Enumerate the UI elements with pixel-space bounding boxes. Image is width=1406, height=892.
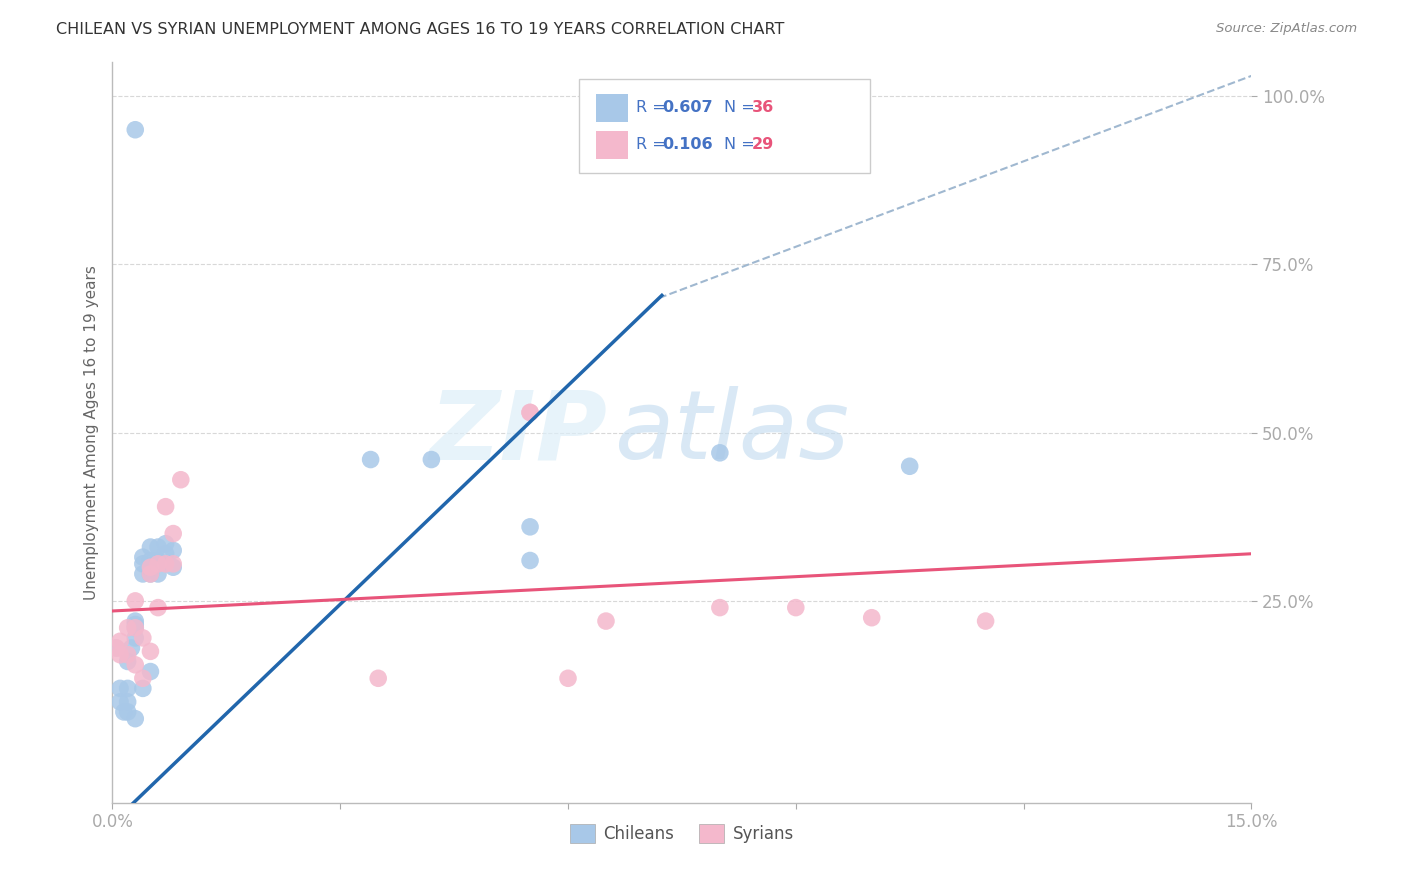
Point	[155, 500, 177, 514]
Point	[108, 634, 131, 648]
Point	[785, 600, 807, 615]
Point	[105, 640, 128, 655]
Point	[898, 459, 921, 474]
Y-axis label: Unemployment Among Ages 16 to 19 years: Unemployment Among Ages 16 to 19 years	[83, 265, 98, 600]
Text: 36: 36	[751, 100, 773, 115]
Point	[108, 695, 131, 709]
Point	[709, 446, 731, 460]
Point	[117, 695, 139, 709]
Point	[124, 122, 146, 136]
Point	[519, 405, 541, 419]
Legend: Chileans, Syrians: Chileans, Syrians	[564, 817, 800, 850]
Point	[124, 712, 146, 726]
Point	[155, 536, 177, 550]
Point	[139, 560, 162, 574]
Point	[132, 566, 155, 581]
Point	[146, 553, 169, 567]
Text: R =: R =	[637, 137, 671, 153]
Bar	[596, 130, 628, 159]
FancyBboxPatch shape	[579, 78, 870, 173]
Point	[132, 681, 155, 696]
Text: ZIP: ZIP	[430, 386, 607, 479]
Point	[139, 566, 162, 581]
Point	[132, 557, 155, 571]
Point	[146, 540, 169, 554]
Point	[155, 547, 177, 561]
Point	[139, 540, 162, 554]
Text: N =: N =	[724, 137, 759, 153]
Text: Source: ZipAtlas.com: Source: ZipAtlas.com	[1216, 22, 1357, 36]
Text: 0.106: 0.106	[662, 137, 713, 153]
Point	[108, 681, 131, 696]
Point	[132, 550, 155, 565]
Point	[117, 648, 139, 662]
Point	[124, 617, 146, 632]
Point	[117, 705, 139, 719]
Point	[367, 671, 389, 685]
Point	[139, 566, 162, 581]
Point	[146, 566, 169, 581]
Point	[519, 553, 541, 567]
Point	[420, 452, 443, 467]
Point	[519, 405, 541, 419]
Point	[132, 671, 155, 685]
Point	[124, 594, 146, 608]
Point	[146, 557, 169, 571]
Point	[117, 655, 139, 669]
Point	[132, 631, 155, 645]
Point	[974, 614, 997, 628]
Point	[139, 553, 162, 567]
Text: atlas: atlas	[613, 386, 849, 479]
Point	[124, 621, 146, 635]
Point	[105, 640, 128, 655]
Point	[360, 452, 382, 467]
Point	[162, 543, 184, 558]
Text: 0.607: 0.607	[662, 100, 713, 115]
Point	[124, 614, 146, 628]
Point	[162, 557, 184, 571]
Point	[162, 526, 184, 541]
Point	[519, 520, 541, 534]
Point	[139, 644, 162, 658]
Text: 29: 29	[751, 137, 773, 153]
Point	[139, 665, 162, 679]
Point	[155, 557, 177, 571]
Point	[162, 560, 184, 574]
Point	[124, 621, 146, 635]
Point	[117, 681, 139, 696]
Point	[121, 640, 143, 655]
Text: CHILEAN VS SYRIAN UNEMPLOYMENT AMONG AGES 16 TO 19 YEARS CORRELATION CHART: CHILEAN VS SYRIAN UNEMPLOYMENT AMONG AGE…	[56, 22, 785, 37]
Point	[860, 610, 883, 624]
Point	[557, 671, 579, 685]
Point	[170, 473, 193, 487]
Point	[709, 600, 731, 615]
Point	[124, 657, 146, 672]
Point	[595, 614, 617, 628]
Text: N =: N =	[724, 100, 759, 115]
Point	[124, 631, 146, 645]
Point	[146, 600, 169, 615]
Point	[108, 648, 131, 662]
Point	[117, 621, 139, 635]
Point	[112, 705, 135, 719]
Text: R =: R =	[637, 100, 671, 115]
Bar	[596, 94, 628, 121]
